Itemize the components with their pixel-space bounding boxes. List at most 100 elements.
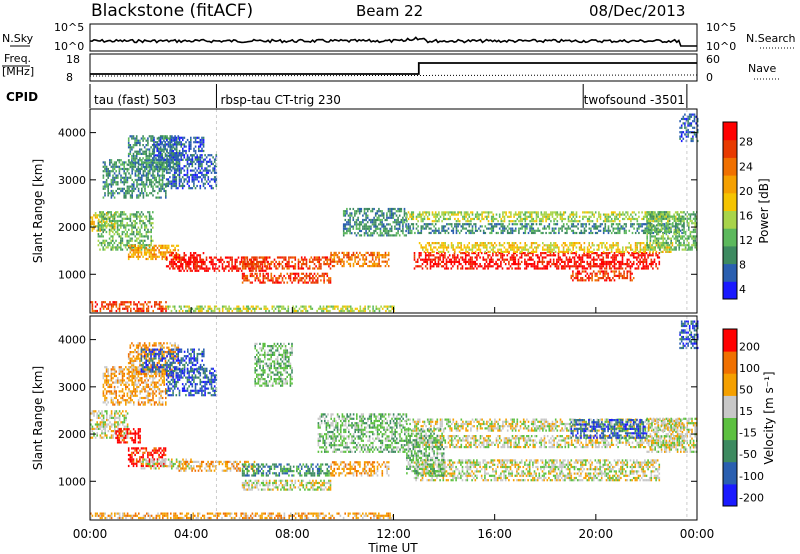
data-cell [137, 244, 140, 247]
data-cell [139, 168, 141, 171]
data-cell [152, 217, 154, 220]
data-cell [506, 229, 509, 232]
data-cell [113, 178, 116, 182]
data-cell [297, 272, 300, 275]
data-cell [215, 305, 218, 308]
data-cell [524, 215, 527, 218]
data-cell [447, 213, 450, 216]
data-cell [236, 260, 238, 264]
data-cell [127, 137, 130, 140]
data-cell [180, 260, 182, 263]
freq-unit-label: [MHz] [2, 65, 34, 78]
data-cell [357, 256, 360, 259]
data-cell [384, 218, 387, 222]
data-cell [395, 210, 398, 213]
data-cell [527, 254, 529, 257]
data-cell [407, 217, 410, 221]
data-cell [379, 218, 382, 222]
data-cell [526, 227, 528, 230]
data-cell [458, 211, 461, 214]
data-cell [600, 263, 603, 266]
data-cell [363, 234, 366, 237]
data-cell [460, 211, 463, 214]
data-cell [181, 176, 184, 179]
data-cell [548, 225, 551, 228]
data-cell [250, 309, 253, 313]
data-cell [167, 158, 170, 161]
data-cell [220, 258, 222, 261]
data-cell [107, 174, 109, 177]
data-cell [495, 252, 497, 255]
data-cell [397, 223, 399, 226]
data-cell [129, 185, 132, 188]
data-cell [556, 258, 558, 261]
data-cell [575, 265, 577, 268]
data-cell [530, 258, 533, 261]
data-cell [307, 281, 309, 284]
data-cell [310, 281, 313, 284]
data-cell [123, 213, 125, 216]
data-cell [319, 307, 322, 310]
data-cell [512, 263, 515, 266]
data-cell [642, 217, 645, 221]
data-cell [169, 167, 171, 170]
data-cell [449, 223, 451, 226]
data-cell [412, 217, 415, 221]
data-cell [145, 155, 148, 158]
data-cell [640, 256, 643, 259]
data-cell [494, 225, 496, 228]
data-cell [429, 265, 432, 268]
data-cell [434, 256, 437, 259]
data-cell [104, 183, 106, 186]
data-cell [382, 223, 385, 226]
data-cell [188, 309, 190, 313]
data-cell [246, 277, 249, 280]
data-cell [444, 267, 446, 270]
data-cell [150, 185, 153, 188]
data-cell [626, 260, 629, 263]
data-cell [205, 171, 208, 174]
data-cell [630, 225, 632, 228]
data-cell [147, 176, 149, 179]
data-cell [181, 184, 184, 188]
data-cell [551, 263, 553, 266]
data-cell [181, 267, 184, 270]
data-cell [618, 227, 621, 230]
data-cell [541, 263, 544, 266]
data-cell [303, 307, 306, 310]
data-cell [678, 223, 680, 226]
data-cell [115, 230, 117, 234]
data-cell [246, 263, 249, 266]
data-cell [505, 248, 507, 251]
data-cell [189, 154, 192, 157]
data-cell [466, 229, 469, 232]
data-cell [428, 227, 431, 230]
data-cell [557, 258, 560, 261]
data-cell [137, 255, 140, 258]
data-cell [458, 263, 461, 266]
data-cell [261, 269, 264, 272]
data-cell [562, 225, 565, 228]
data-cell [416, 260, 419, 263]
data-cell [131, 196, 133, 199]
data-cell [169, 143, 171, 146]
data-cell [324, 272, 327, 275]
data-cell [638, 223, 640, 226]
data-cell [575, 252, 577, 255]
data-cell [131, 255, 133, 258]
data-cell [114, 223, 116, 226]
data-cell [165, 192, 167, 195]
data-cell [463, 215, 466, 218]
data-cell [202, 173, 205, 177]
data-cell [453, 258, 456, 261]
data-cell [436, 252, 438, 255]
data-cell [482, 267, 485, 270]
data-cell [533, 265, 536, 268]
data-cell [163, 189, 165, 193]
data-cell [116, 248, 119, 251]
data-cell [137, 172, 140, 175]
data-cell [567, 225, 570, 228]
data-cell [371, 223, 374, 226]
data-cell [221, 258, 224, 261]
data-cell [205, 156, 208, 159]
